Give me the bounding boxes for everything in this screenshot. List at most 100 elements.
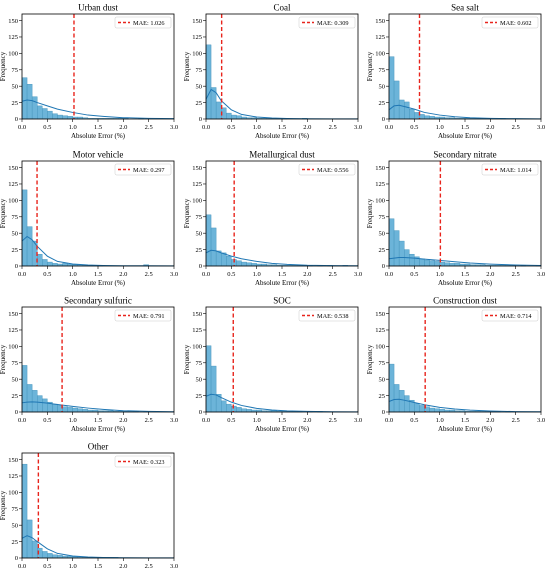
histogram-bar <box>210 227 217 267</box>
x-tick-label: 3.0 <box>537 124 545 131</box>
legend: MAE: 0.309 <box>298 16 356 29</box>
x-tick-label: 2.0 <box>119 417 127 424</box>
plot-frame <box>21 306 175 413</box>
y-tick-label: 150 <box>375 311 385 318</box>
histogram-bar <box>226 112 232 120</box>
y-tick-label: 150 <box>375 18 385 25</box>
y-tick-label: 100 <box>375 344 385 351</box>
y-tick-label: 125 <box>8 473 18 480</box>
y-tick-label: 75 <box>379 360 386 367</box>
panel-title: Construction dust <box>433 296 497 306</box>
y-tick-label: 100 <box>8 51 18 58</box>
y-tick-label: 125 <box>192 181 202 188</box>
y-tick-label: 100 <box>192 198 202 205</box>
histogram-bar <box>205 44 212 120</box>
legend-label: MAE: 0.297 <box>133 167 165 174</box>
histogram-bar <box>241 261 247 267</box>
x-tick-label: 1.5 <box>94 124 102 131</box>
histogram-bar <box>226 255 232 267</box>
x-tick-label: 0.0 <box>202 417 210 424</box>
y-tick-label: 0 <box>199 409 202 416</box>
x-axis-label: Absolute Error (%) <box>438 425 493 433</box>
panel-title: Metallurgical dust <box>249 150 315 160</box>
y-tick-label: 25 <box>12 393 19 400</box>
histogram-bar <box>52 113 58 120</box>
histogram-bar <box>424 115 430 120</box>
legend-label: MAE: 0.714 <box>500 313 532 320</box>
y-tick-label: 125 <box>8 34 18 41</box>
histogram-bar <box>21 365 28 413</box>
legend: MAE: 0.538 <box>298 309 356 322</box>
x-tick-label: 1.0 <box>69 124 77 131</box>
x-axis-label: Absolute Error (%) <box>438 279 493 287</box>
legend-label: MAE: 0.323 <box>133 459 165 466</box>
histogram-bar <box>444 262 451 267</box>
x-tick-label: 2.5 <box>145 271 153 278</box>
x-tick-label: 3.0 <box>354 271 362 278</box>
y-tick-label: 0 <box>199 263 202 270</box>
chart-panel: 0.0 0.5 1.0 1.5 2.0 2.5 3.0 0 25 50 75 100 125 150 Sec… <box>366 150 545 288</box>
x-axis-label: Absolute Error (%) <box>71 425 126 433</box>
histogram-bar <box>419 258 425 267</box>
y-tick-label: 75 <box>12 360 19 367</box>
x-tick-label: 0.0 <box>18 271 26 278</box>
x-tick-label: 0.5 <box>410 124 418 131</box>
y-tick-label: 125 <box>192 34 202 41</box>
histogram-bar <box>47 553 53 559</box>
y-tick-label: 50 <box>379 83 386 90</box>
x-tick-label: 1.5 <box>461 124 469 131</box>
x-tick-label: 2.0 <box>119 563 127 568</box>
x-tick-label: 0.5 <box>410 271 418 278</box>
histogram-bar <box>62 115 68 120</box>
histogram-bar <box>37 395 43 413</box>
histogram-bar <box>42 108 48 120</box>
y-tick-label: 100 <box>8 344 18 351</box>
x-tick-label: 0.0 <box>18 124 26 131</box>
x-tick-label: 1.5 <box>278 417 286 424</box>
y-tick-label: 150 <box>8 165 18 172</box>
plot-frame <box>21 452 175 559</box>
x-tick-label: 1.5 <box>278 271 286 278</box>
histogram-bar <box>62 406 68 413</box>
y-tick-label: 150 <box>8 18 18 25</box>
y-tick-label: 50 <box>196 376 203 383</box>
y-tick-label: 75 <box>196 67 203 74</box>
legend-box <box>114 455 172 468</box>
x-tick-label: 2.5 <box>145 417 153 424</box>
x-tick-label: 0.0 <box>18 563 26 568</box>
chart-panel: 0.0 0.5 1.0 1.5 2.0 2.5 3.0 0 25 50 75 100 125 150 Met… <box>183 150 362 288</box>
histogram-bar <box>42 259 48 267</box>
y-tick-label: 50 <box>196 230 203 237</box>
histogram-bar <box>215 250 222 267</box>
y-axis-label: Frequency <box>183 344 191 374</box>
x-tick-label: 2.0 <box>486 417 494 424</box>
x-tick-label: 2.0 <box>119 124 127 131</box>
y-tick-label: 150 <box>8 457 18 464</box>
histogram-bar <box>220 252 227 267</box>
histogram-bar <box>429 260 435 267</box>
histogram-bar <box>409 253 415 267</box>
histogram-bar <box>52 554 58 559</box>
legend-box <box>114 163 172 176</box>
y-axis-label: Frequency <box>183 51 191 81</box>
plot-frame <box>388 306 542 413</box>
kde-curve <box>205 249 359 267</box>
y-tick-label: 25 <box>196 100 203 107</box>
y-tick-label: 25 <box>196 247 203 254</box>
x-tick-label: 0.5 <box>43 563 51 568</box>
histogram-bar <box>236 407 242 413</box>
histogram-bar <box>220 400 227 413</box>
histogram-bar <box>414 403 420 413</box>
x-tick-label: 2.5 <box>145 124 153 131</box>
x-tick-label: 3.0 <box>170 417 178 424</box>
x-tick-label: 2.5 <box>145 563 153 568</box>
kde-curve <box>205 393 359 413</box>
panel-title: Secondary sulfuric <box>64 296 132 306</box>
x-axis-label: Absolute Error (%) <box>255 279 310 287</box>
panel-title: Motor vehicle <box>73 150 124 160</box>
chart-panel: 0.0 0.5 1.0 1.5 2.0 2.5 3.0 0 25 50 75 100 125 150 Urb… <box>0 3 178 141</box>
y-tick-label: 75 <box>379 67 386 74</box>
chart-panel: 0.0 0.5 1.0 1.5 2.0 2.5 3.0 0 25 50 75 100 125 150 Sea… <box>366 3 545 141</box>
legend: MAE: 0.297 <box>114 163 172 176</box>
x-tick-label: 0.5 <box>227 124 235 131</box>
